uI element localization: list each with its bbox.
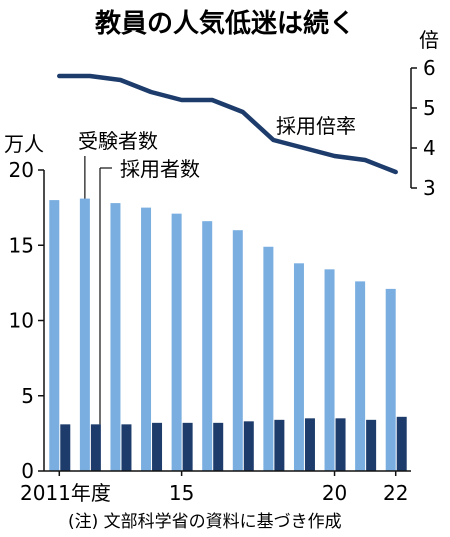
right-tick-label: 6 — [423, 56, 436, 80]
hires-bar — [182, 422, 193, 471]
x-tick-label: 20 — [322, 481, 347, 505]
left-tick-label: 15 — [9, 233, 34, 257]
applicants-bar — [110, 203, 121, 472]
applicants-bar — [202, 221, 213, 471]
left-axis-unit: 万人 — [4, 132, 44, 156]
applicants-bar — [355, 281, 366, 471]
right-tick-label: 5 — [423, 96, 436, 120]
applicants-bar — [141, 207, 152, 471]
right-tick-label: 3 — [423, 176, 436, 200]
applicants-bar — [263, 246, 274, 471]
hires-bar — [60, 424, 71, 471]
hires-bar — [366, 419, 377, 471]
right-tick-label: 4 — [423, 136, 436, 160]
hires-bar — [213, 422, 224, 471]
hires-bar — [335, 418, 346, 471]
hires-bar — [396, 416, 407, 471]
x-tick-label: 2011年度 — [20, 481, 111, 505]
left-tick-label: 20 — [9, 158, 34, 182]
plot-area: 0 5 10 15 20 3 4 5 6 2011年度 15 20 22 — [9, 56, 436, 505]
hires-bar — [152, 422, 163, 471]
applicants-bar — [293, 263, 304, 471]
legend-hires: 採用者数 — [120, 157, 200, 181]
applicants-bar — [49, 200, 60, 471]
hires-bar — [243, 421, 254, 471]
left-tick-label: 5 — [21, 384, 34, 408]
legend-ratio: 採用倍率 — [276, 114, 356, 138]
chart-title: 教員の人気低迷は続く — [95, 8, 355, 39]
source-note: (注) 文部科学省の資料に基づき作成 — [68, 512, 342, 532]
left-tick-label: 10 — [9, 309, 34, 333]
ratio-line — [57, 73, 398, 175]
hires-bar — [304, 418, 315, 471]
x-tick-label: 15 — [169, 481, 194, 505]
applicants-bar — [171, 213, 182, 471]
applicants-bar — [324, 269, 335, 471]
hires-bar — [121, 424, 132, 471]
applicants-bar — [232, 230, 243, 471]
x-tick-label: 22 — [383, 481, 408, 505]
legend-applicants: 受験者数 — [78, 129, 158, 153]
applicants-bar — [385, 288, 396, 471]
hires-bar — [274, 419, 285, 471]
hires-bar — [90, 424, 101, 471]
left-tick-label: 0 — [21, 459, 34, 483]
right-axis-unit: 倍 — [419, 28, 439, 52]
applicants-bar — [79, 198, 90, 471]
